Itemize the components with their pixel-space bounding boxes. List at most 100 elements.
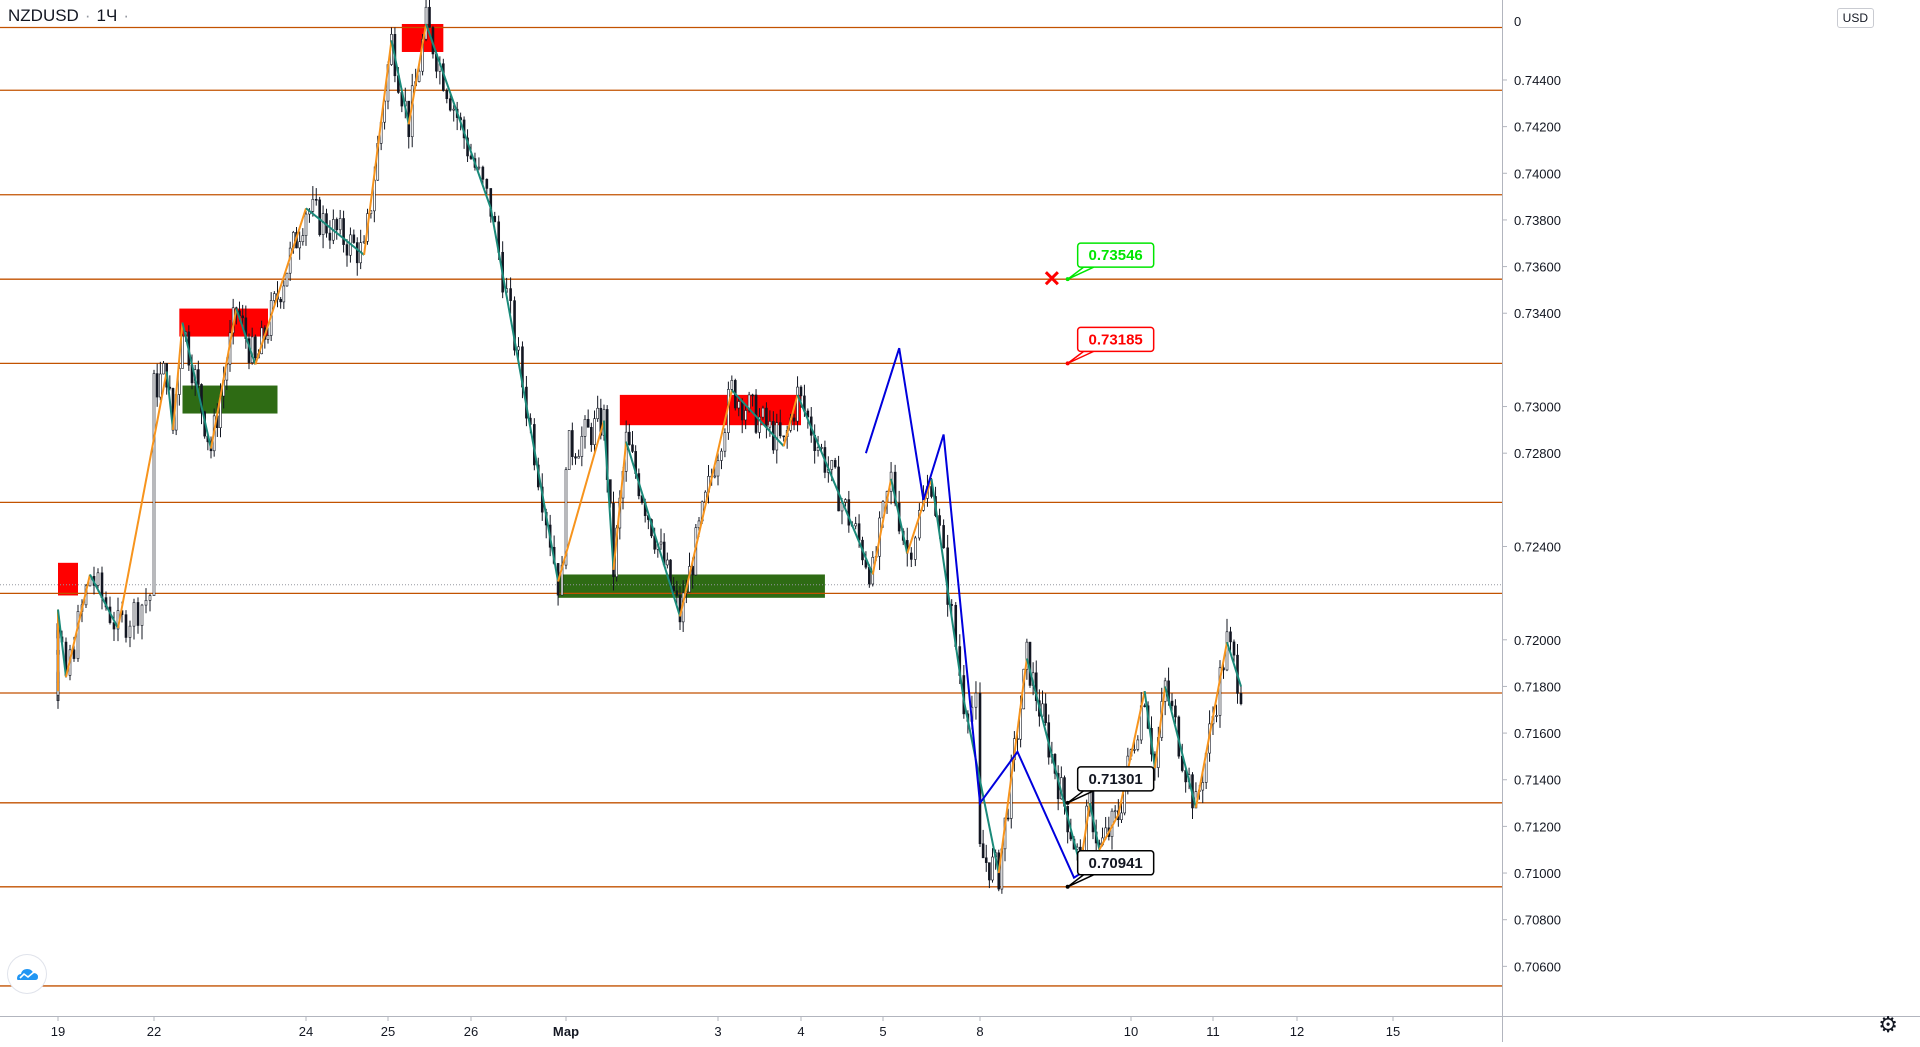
y-tick-label: 0.72800 (1514, 446, 1561, 461)
candle-body (978, 692, 982, 845)
candle-body (758, 416, 761, 433)
price-levels: 0.746250.743560.739080.735460.731850.725… (0, 18, 1564, 995)
candle-body (489, 188, 493, 217)
zigzag (57, 23, 1242, 874)
candle-body (1113, 810, 1117, 813)
candle-body (697, 520, 701, 529)
callout-anchor (1065, 800, 1070, 805)
candle-body (782, 435, 786, 438)
candle-body (723, 432, 727, 452)
y-tick-label-top: 0 (1514, 14, 1521, 29)
callout-anchor (1065, 277, 1070, 282)
candle-body (345, 244, 349, 256)
candle-body (1028, 641, 1032, 686)
zigzag-segment (1194, 641, 1228, 808)
x-tick-label: 19 (51, 1024, 65, 1039)
y-tick-label: 0.70800 (1514, 913, 1561, 928)
candle-body (128, 625, 132, 638)
x-tick-label: 10 (1124, 1024, 1138, 1039)
zigzag-segment (1117, 690, 1146, 815)
zigzag-segment (117, 371, 168, 629)
candle-body (778, 422, 782, 437)
candles (56, 0, 1243, 894)
candle-body (984, 857, 988, 863)
candle-body (1034, 672, 1038, 701)
x-tick-label: Мар (553, 1024, 579, 1039)
candle-body (448, 98, 452, 111)
candle-body (590, 427, 593, 446)
candle-body (266, 335, 270, 340)
zigzag-segment (1098, 814, 1120, 851)
candle-body (730, 380, 734, 390)
candle-body (314, 199, 318, 201)
candle-body (691, 566, 694, 576)
candle-body (1120, 812, 1123, 821)
forecast (864, 347, 1100, 880)
candle-body (318, 199, 321, 235)
candle-body (751, 394, 754, 397)
candle-body (744, 410, 747, 421)
candle-body (428, 6, 431, 28)
candle-body (830, 460, 834, 470)
zigzag-segment (1153, 686, 1167, 769)
zigzag-segment (1088, 802, 1101, 850)
zigzag-segment (679, 389, 733, 617)
candle-body (342, 218, 345, 245)
zigzag-segment (612, 441, 628, 570)
zigzag-segment (425, 23, 492, 209)
zigzag-segment (603, 420, 615, 570)
y-tick-label: 0.70600 (1514, 959, 1561, 974)
y-tick-label: 0.73600 (1514, 260, 1561, 275)
candle-body (593, 418, 596, 446)
candle-body (417, 70, 421, 82)
candle-body (571, 430, 574, 457)
symbol-title[interactable]: NZDUSD · 1Ч · (8, 6, 135, 26)
candle-body (754, 394, 758, 433)
y-tick-label: 0.71200 (1514, 819, 1561, 834)
zigzag-segment (962, 700, 1000, 874)
interval-label: 1Ч (96, 6, 118, 25)
candle-body (159, 373, 162, 398)
candle-body (321, 213, 325, 235)
candle-body (768, 421, 772, 428)
candle-body (285, 272, 289, 287)
y-tick-label: 0.74200 (1514, 120, 1561, 135)
currency-button[interactable]: USD (1836, 8, 1874, 28)
candle-body (580, 436, 584, 457)
candle-body (942, 525, 945, 549)
candle-body (583, 419, 587, 437)
candle-body (918, 510, 921, 539)
candle-body (981, 843, 985, 859)
zigzag-segment (1143, 690, 1156, 769)
candle-body (974, 692, 978, 708)
y-tick-label: 0.73000 (1514, 400, 1561, 415)
callout-anchor (1065, 884, 1070, 889)
candle-body (1218, 667, 1222, 716)
candle-body (481, 166, 485, 180)
tradingview-cloud-icon[interactable] (8, 955, 46, 993)
zigzag-segment (305, 207, 365, 256)
candle-body (445, 90, 449, 100)
callout-tail (1067, 874, 1094, 888)
callout-label: 0.73546 (1089, 247, 1143, 264)
candle-body (1215, 715, 1218, 717)
x-tick-label: 15 (1386, 1024, 1400, 1039)
candle-body (301, 235, 305, 243)
zones (58, 23, 825, 598)
x-tick-label: 5 (879, 1024, 886, 1039)
x-tick-label: 24 (299, 1024, 313, 1039)
candle-body (816, 447, 820, 451)
gear-icon[interactable]: ⚙ (1878, 1013, 1898, 1038)
price-axis-bg (1502, 0, 1920, 1042)
candle-body (1201, 782, 1205, 791)
candle-body (96, 572, 100, 586)
candle-body (833, 460, 837, 468)
candle-body (181, 335, 184, 369)
x-tick-label: 4 (797, 1024, 804, 1039)
candle-body (304, 213, 308, 236)
callout-box (1076, 850, 1155, 876)
zigzag-segment (390, 40, 410, 125)
